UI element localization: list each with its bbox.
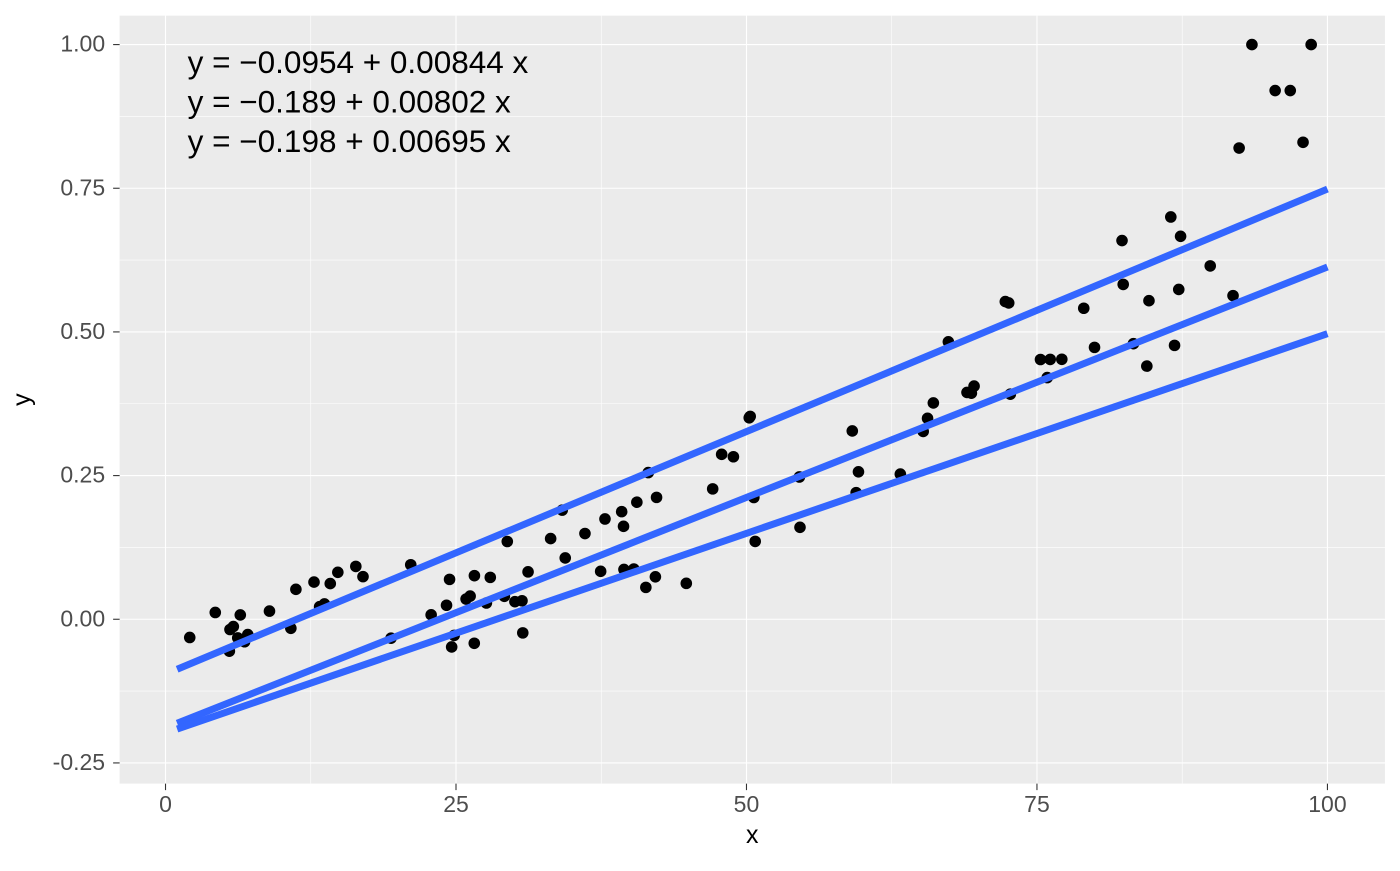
svg-text:x: x	[746, 821, 759, 849]
svg-text:50: 50	[734, 791, 760, 817]
svg-text:y = −0.189 + 0.00802 x: y = −0.189 + 0.00802 x	[188, 83, 511, 119]
svg-text:75: 75	[1024, 791, 1050, 817]
svg-text:0.75: 0.75	[60, 174, 105, 200]
svg-text:-0.25: -0.25	[53, 749, 105, 775]
svg-text:0.25: 0.25	[60, 462, 105, 488]
svg-text:0.00: 0.00	[60, 605, 105, 631]
svg-text:0.50: 0.50	[60, 318, 105, 344]
svg-text:0: 0	[159, 791, 172, 817]
svg-text:y = −0.198 + 0.00695 x: y = −0.198 + 0.00695 x	[188, 123, 511, 159]
svg-text:100: 100	[1308, 791, 1346, 817]
svg-text:1.00: 1.00	[60, 31, 105, 57]
svg-text:25: 25	[443, 791, 469, 817]
svg-text:y: y	[8, 393, 36, 406]
svg-text:y = −0.0954 + 0.00844 x: y = −0.0954 + 0.00844 x	[188, 44, 529, 80]
